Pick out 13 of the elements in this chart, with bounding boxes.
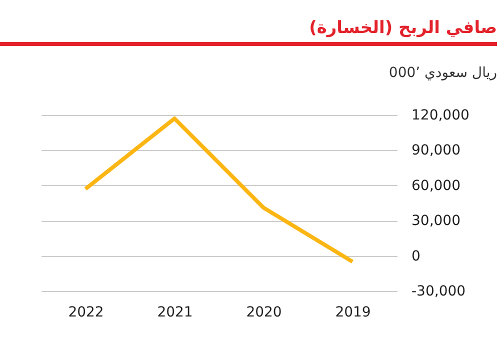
line-series: [84, 116, 354, 264]
y-tick-label: 120,000: [412, 108, 470, 124]
y-tick-label: 0: [412, 248, 420, 264]
y-tick-label: -30,000: [412, 284, 466, 300]
chart-title: صافي الربح (الخسارة): [309, 18, 497, 38]
x-tick-label: 2021: [157, 304, 193, 320]
y-tick-label: 60,000: [412, 178, 460, 194]
y-tick-label: 30,000: [412, 213, 460, 230]
x-tick-label: 2020: [246, 304, 282, 320]
x-tick-label: 2022: [68, 304, 104, 320]
y-tick-label: 90,000: [412, 142, 460, 159]
x-tick-label: 2019: [335, 304, 371, 320]
y-axis-title: ريال سعودي ’000: [388, 65, 497, 81]
